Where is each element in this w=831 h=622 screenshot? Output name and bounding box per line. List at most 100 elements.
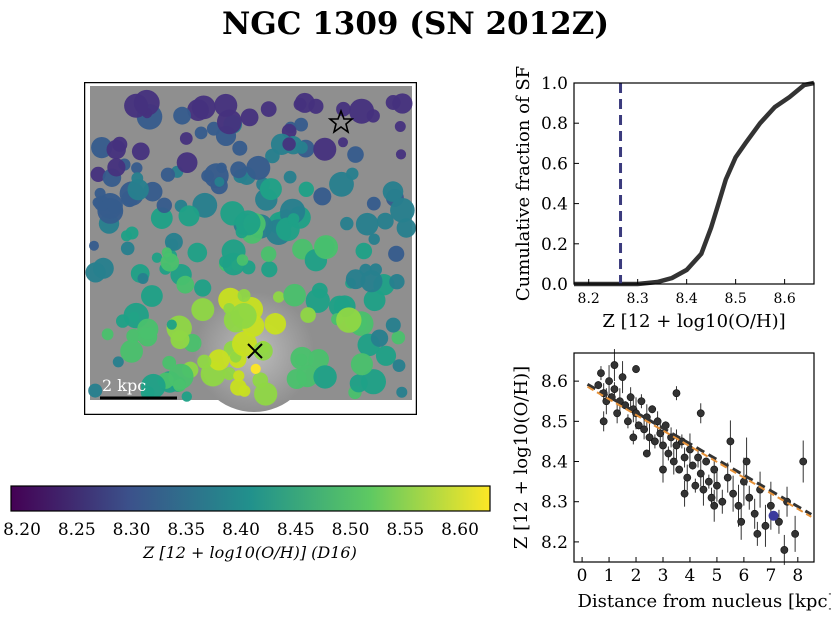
data-point: [640, 425, 649, 434]
data-point: [718, 497, 727, 506]
data-point: [737, 517, 746, 526]
data-point: [680, 453, 689, 462]
x-tick-label: 4: [685, 566, 696, 586]
data-point: [637, 397, 646, 406]
y-axis-label: Z [12 + log10(O/H)]: [511, 366, 532, 549]
data-point: [713, 481, 721, 490]
y-axis-label: Cumulative fraction of SF: [513, 66, 534, 301]
colorbar-tick-label: 8.60: [441, 520, 479, 540]
colorbar-tick-label: 8.30: [113, 520, 151, 540]
scatter-axes-frame: [573, 352, 815, 563]
cumulative-fraction-chart: 8.2 8.3 8.4 8.5 8.6 0.0 0.2 0.4 0.6 0.8 1.0 Z [12 +…: [513, 66, 815, 332]
y-tick-label: 8.4: [541, 453, 568, 473]
data-point: [707, 493, 716, 502]
data-point: [734, 501, 743, 510]
colorbar-tick-label: 8.20: [3, 520, 41, 540]
x-tick-label: 6: [738, 566, 749, 586]
data-point: [753, 529, 762, 538]
data-point: [669, 457, 678, 466]
data-point: [791, 529, 800, 538]
x-tick-label: 8: [792, 566, 803, 586]
x-tick-label: 8.5: [724, 291, 746, 307]
x-tick-label: 7: [765, 566, 776, 586]
data-point: [696, 409, 705, 418]
data-point: [723, 473, 732, 482]
data-point: [599, 417, 608, 426]
y-tick-label: 8.5: [541, 412, 568, 432]
data-point: [659, 441, 667, 450]
hii-region-blobs: [85, 89, 416, 406]
y-tick-label: 0.2: [541, 235, 568, 255]
fit-line-dark: [586, 382, 813, 516]
data-point: [680, 489, 689, 498]
data-point: [694, 453, 702, 462]
data-point: [780, 546, 789, 554]
metallicity-gradient-chart: 0 1 2 3 4 5 6 7 8 8.2 8.3 8.4 8.5 8.6 Distance from nu…: [511, 349, 831, 612]
data-point: [726, 437, 735, 446]
x-tick-label: 5: [712, 566, 723, 586]
data-point: [605, 377, 613, 386]
data-point: [624, 417, 632, 426]
cdf-axes-frame: [573, 82, 815, 285]
data-point: [799, 457, 808, 466]
data-point: [610, 361, 619, 369]
colorbar-label: Z [12 + log10(O/H)] (D16): [142, 543, 357, 562]
colorbar-tick-label: 8.25: [58, 520, 96, 540]
nucleus-marker: [247, 343, 263, 359]
data-point: [742, 457, 751, 466]
x-tick-label: 8.3: [627, 291, 649, 307]
data-point: [664, 449, 673, 458]
colorbar-tick-label: 8.35: [167, 520, 205, 540]
colorbar-tick-label: 8.50: [332, 520, 370, 540]
y-tick-label: 8.3: [541, 493, 568, 513]
x-axis-label: Distance from nucleus [kpc]: [577, 591, 831, 612]
data-point: [683, 473, 692, 482]
data-point: [672, 441, 681, 450]
data-point: [650, 437, 659, 446]
data-point: [766, 501, 775, 510]
y-tick-label: 0.6: [541, 154, 568, 174]
data-point: [672, 389, 681, 398]
scale-bar-label: 2 kpc: [102, 376, 146, 395]
data-point: [597, 369, 605, 377]
data-point: [750, 509, 759, 518]
colorbar-tick-label: 8.45: [277, 520, 315, 540]
y-tick-label: 0.8: [541, 114, 568, 134]
cdf-series-line: [574, 80, 815, 287]
fit-line-orange: [586, 385, 812, 518]
data-point: [775, 517, 783, 526]
x-tick-label: 2: [631, 566, 642, 586]
y-tick-label: 0.0: [541, 275, 568, 295]
data-point: [648, 405, 657, 414]
data-point: [645, 433, 654, 442]
data-point: [634, 421, 643, 430]
x-tick-label: 1: [604, 566, 615, 586]
data-point: [594, 381, 603, 390]
y-tick-label: 8.2: [541, 533, 568, 553]
x-tick-label: 3: [658, 566, 669, 586]
sn-point: [768, 510, 779, 521]
x-axis-label: Z [12 + log10(O/H)]: [602, 311, 785, 332]
data-point: [729, 489, 738, 498]
y-tick-label: 1.0: [541, 74, 568, 94]
data-point: [675, 465, 684, 474]
data-point: [699, 485, 708, 494]
data-point: [688, 461, 697, 470]
data-point: [710, 501, 719, 510]
supernova-star-marker: [327, 108, 355, 134]
y-tick-label: 0.4: [541, 195, 568, 215]
x-tick-label: 8.2: [578, 291, 600, 307]
data-point: [626, 393, 635, 402]
colorbar-tick-label: 8.55: [386, 520, 424, 540]
colorbar: 8.20 8.25 8.30 8.35 8.40 8.45 8.50 8.55 8.60 Z […: [3, 485, 491, 562]
data-point: [696, 469, 705, 478]
data-point: [613, 409, 622, 418]
data-point: [610, 385, 619, 394]
metallicity-map: 2 kpc: [84, 82, 417, 415]
data-point: [761, 521, 770, 530]
data-point: [618, 373, 627, 382]
data-point: [629, 433, 638, 442]
data-point: [745, 493, 754, 502]
x-tick-label: 0: [577, 566, 588, 586]
x-tick-label: 8.4: [676, 291, 698, 307]
